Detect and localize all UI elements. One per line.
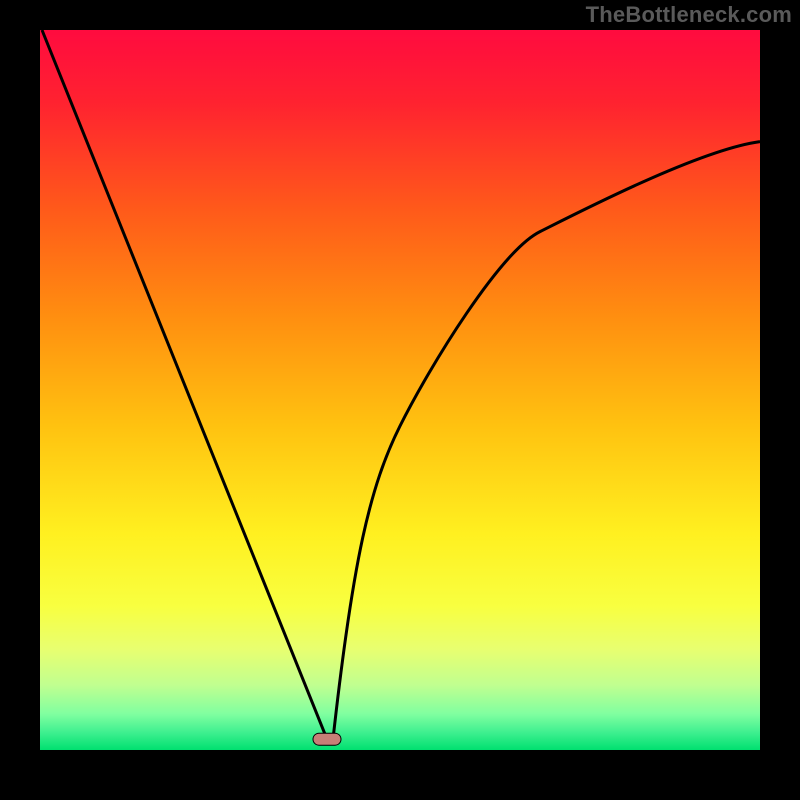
plot-background [40,30,760,750]
optimal-point-marker [313,733,341,745]
bottleneck-chart [0,0,800,800]
watermark-text: TheBottleneck.com [586,2,792,28]
chart-container: TheBottleneck.com [0,0,800,800]
